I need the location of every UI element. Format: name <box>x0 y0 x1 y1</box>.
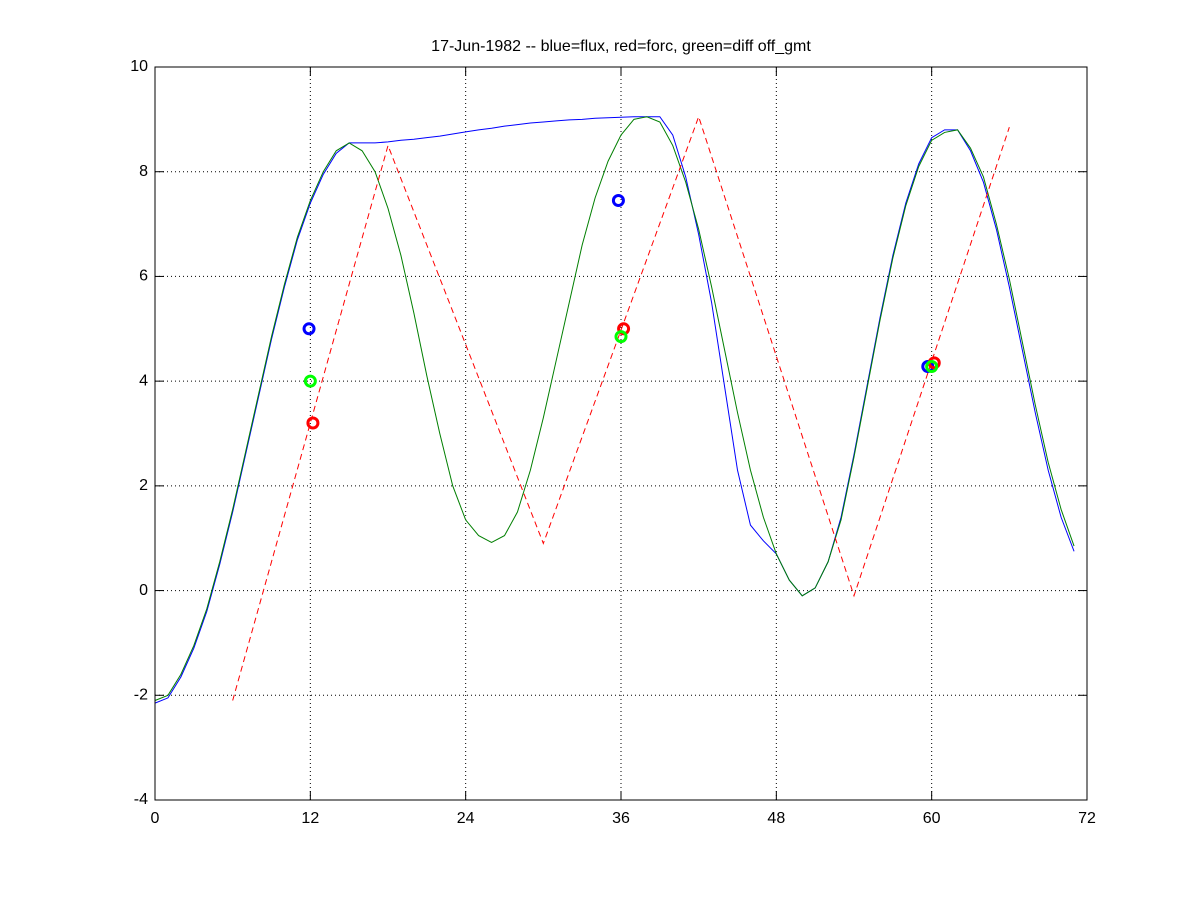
marker <box>303 374 317 388</box>
x-tick-label: 0 <box>151 810 160 827</box>
y-tick-label: 8 <box>139 163 148 180</box>
marker <box>611 194 625 208</box>
x-tick-label: 60 <box>923 810 941 827</box>
marker <box>925 359 939 373</box>
y-tick-label: 0 <box>139 582 148 599</box>
series-line <box>154 116 1075 701</box>
y-tick-label: 6 <box>139 268 148 285</box>
marker <box>306 416 320 430</box>
x-tick-label: 12 <box>301 810 319 827</box>
marker <box>614 330 628 344</box>
chart-title: 17-Jun-1982 -- blue=flux, red=forc, gree… <box>431 38 811 55</box>
series-line <box>232 115 1010 701</box>
x-tick-label: 36 <box>612 810 630 827</box>
x-tick-label: 24 <box>457 810 475 827</box>
x-tick-label: 48 <box>767 810 785 827</box>
y-tick-label: -2 <box>134 687 148 704</box>
axes-box <box>154 66 1088 801</box>
x-tick-label: 72 <box>1078 810 1096 827</box>
series-line <box>154 116 1075 704</box>
marker <box>302 322 316 336</box>
y-tick-label: -4 <box>134 791 148 808</box>
y-tick-label: 10 <box>130 58 148 75</box>
y-tick-label: 4 <box>139 372 148 389</box>
y-tick-label: 2 <box>139 477 148 494</box>
